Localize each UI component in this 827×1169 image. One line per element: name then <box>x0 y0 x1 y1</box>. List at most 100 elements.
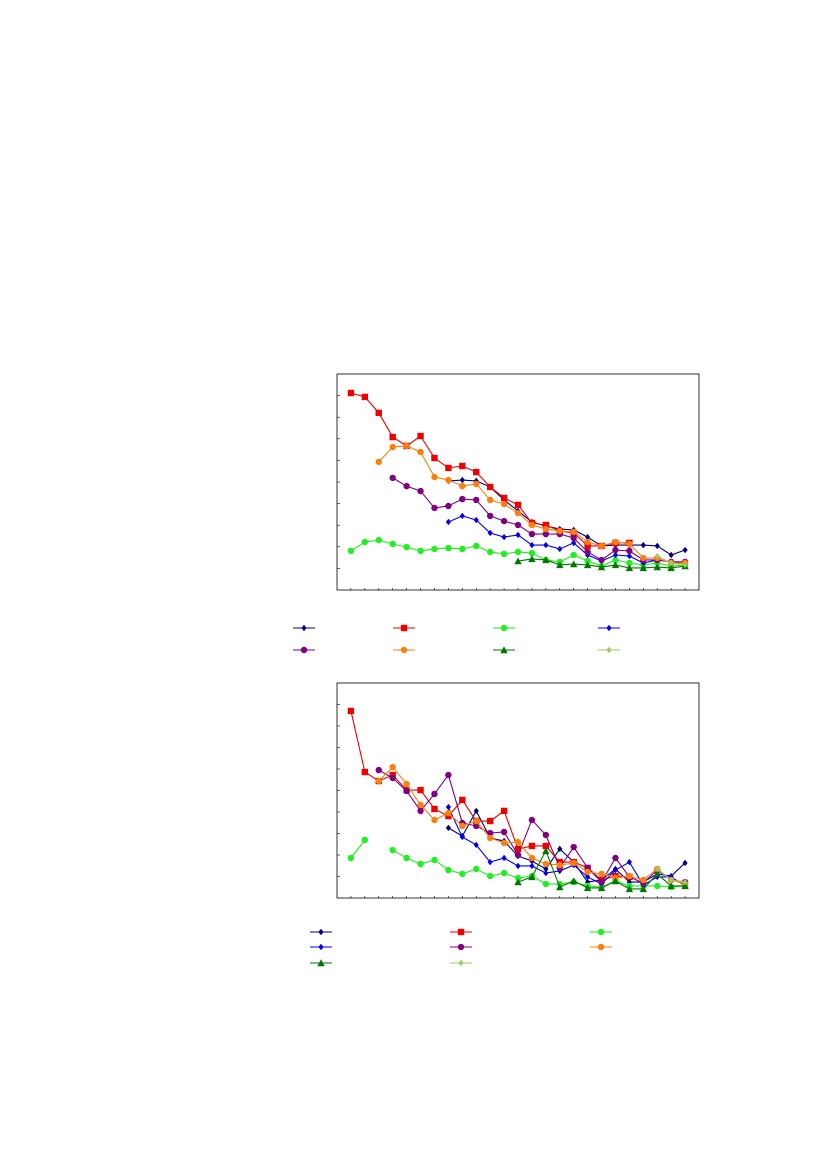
series-line <box>392 477 686 563</box>
point <box>639 885 648 893</box>
point <box>445 803 451 811</box>
point <box>403 543 410 551</box>
point <box>612 546 619 554</box>
point <box>542 530 550 538</box>
point <box>361 836 369 844</box>
point <box>375 766 382 774</box>
point <box>528 549 536 557</box>
point <box>640 554 647 562</box>
point <box>459 476 465 484</box>
point <box>542 880 550 888</box>
legend-marker <box>500 646 508 654</box>
point <box>682 546 688 554</box>
point <box>612 854 619 862</box>
point <box>486 834 494 842</box>
point <box>417 448 424 456</box>
point <box>515 531 521 539</box>
legend-marker <box>457 943 465 951</box>
point <box>459 462 466 470</box>
point <box>640 876 647 884</box>
point <box>500 807 508 815</box>
series-line <box>350 839 686 888</box>
point <box>682 561 688 569</box>
point <box>515 862 521 870</box>
point <box>514 521 522 529</box>
point <box>570 859 577 867</box>
point <box>459 545 466 553</box>
point <box>501 854 507 862</box>
legend-marker <box>301 624 307 632</box>
point <box>668 876 674 884</box>
point <box>528 842 536 850</box>
legend-marker <box>606 624 612 632</box>
point <box>417 547 424 555</box>
point <box>375 409 382 417</box>
point <box>626 858 632 866</box>
point <box>514 509 522 517</box>
point <box>389 443 396 451</box>
point <box>556 883 564 891</box>
point <box>570 843 577 851</box>
series-line <box>350 392 630 547</box>
point <box>514 557 522 565</box>
point <box>584 542 591 550</box>
point <box>668 551 674 559</box>
point <box>528 521 536 529</box>
point <box>445 824 451 832</box>
point <box>653 563 661 571</box>
point <box>514 874 522 882</box>
point <box>542 847 550 855</box>
point <box>528 854 536 862</box>
point <box>361 538 369 546</box>
point <box>431 545 438 553</box>
point <box>417 487 424 495</box>
point <box>626 547 633 555</box>
point <box>626 872 633 880</box>
point <box>682 859 688 867</box>
point <box>654 552 660 560</box>
point <box>500 550 508 558</box>
point <box>459 512 465 520</box>
point <box>571 539 577 547</box>
point <box>611 877 620 885</box>
point <box>473 542 480 550</box>
point <box>445 476 452 484</box>
point <box>501 533 507 541</box>
point <box>403 442 410 450</box>
point <box>528 816 536 824</box>
point <box>626 559 633 567</box>
point <box>417 786 424 794</box>
point <box>347 707 355 715</box>
legend-marker <box>457 928 465 936</box>
point <box>473 817 480 825</box>
point <box>612 538 619 546</box>
legend-marker <box>400 646 408 654</box>
point <box>654 865 660 873</box>
point <box>361 393 369 401</box>
point <box>431 504 438 512</box>
point <box>445 809 452 817</box>
point <box>625 564 634 572</box>
point <box>585 873 591 881</box>
point <box>570 534 577 542</box>
point <box>514 845 522 853</box>
point <box>389 474 396 482</box>
point <box>597 563 606 571</box>
point <box>585 533 591 541</box>
point <box>445 502 452 510</box>
point <box>459 796 466 804</box>
point <box>625 885 634 893</box>
legend-marker <box>318 943 324 951</box>
point <box>500 839 508 847</box>
point <box>417 860 424 868</box>
point <box>347 547 355 555</box>
point <box>389 846 396 854</box>
point <box>528 530 536 538</box>
legend-marker <box>597 928 605 936</box>
point <box>403 854 410 862</box>
point <box>459 482 466 490</box>
point <box>543 541 549 549</box>
point <box>542 842 550 850</box>
